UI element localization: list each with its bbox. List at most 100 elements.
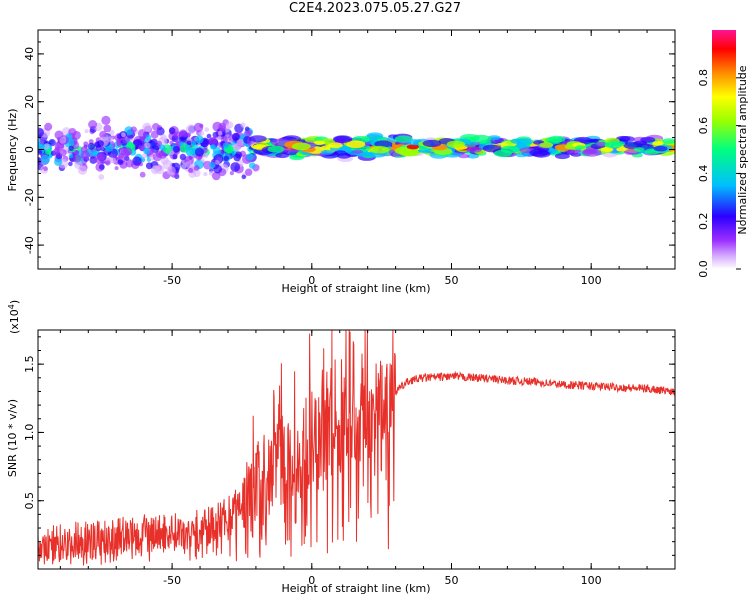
heatmap-cell [45,148,52,155]
heatmap-cell [91,150,98,157]
heatmap-cell [595,141,607,147]
heatmap-cell [130,126,137,133]
heatmap-cell [44,122,53,131]
heatmap-cell [123,147,132,157]
heatmap-cell [210,144,215,149]
heatmap-cell [515,152,529,158]
heatmap-cell [39,139,45,145]
heatmap-cell [200,158,205,163]
heatmap-cell [145,134,152,141]
heatmap-cell [88,120,98,129]
heatmap-cell [539,142,554,148]
y-tick-label: 1.5 [23,355,36,373]
heatmap-cell [43,166,48,171]
heatmap-cell [172,154,178,160]
heatmap-cell [38,150,43,155]
figure-title: C2E4.2023.075.05.27.G27 [288,1,462,16]
heatmap-cell [168,127,176,134]
heatmap-cell [117,159,124,166]
heatmap-cell [59,136,67,144]
heatmap-cell [202,147,208,153]
heatmap-cell [172,145,180,153]
heatmap-cell [185,147,195,157]
heatmap-cell [122,136,130,144]
colorbar-label: Normalized spectral amplitude [736,65,749,234]
heatmap-cell [59,149,67,157]
y-tick-label: 0 [23,146,36,153]
snr-multiplier: (x104) [7,300,21,334]
heatmap-cell [529,148,549,157]
heatmap-cell [223,155,229,162]
heatmap-cell [212,171,221,181]
snr-panel: -50 0 50 100 1.5 1.0 0.5 Height of straight li… [6,300,676,595]
heatmap-cell [74,150,79,155]
x-tick-label: 50 [444,574,458,587]
heatmap-cell [169,140,174,146]
heatmap-cell [105,160,111,166]
spectrogram-heatmap [38,115,675,181]
heatmap-cell [116,133,122,139]
heatmap-cell [139,171,146,178]
heatmap-cell [245,168,253,176]
x-tick-label: -50 [163,274,181,287]
heatmap-cell [633,147,645,152]
heatmap-cell [600,147,614,152]
heatmap-cell [186,132,191,137]
heatmap-cell [662,138,675,144]
y-tick-label: -20 [23,188,36,206]
heatmap-cell [118,152,125,159]
heatmap-cell [184,161,192,168]
heatmap-cell [226,121,234,129]
heatmap-cell [217,130,223,136]
heatmap-cell [139,145,145,151]
heatmap-cell [406,144,419,150]
heatmap-cell [320,149,334,155]
heatmap-cell [582,148,602,157]
heatmap-cell [77,165,88,175]
colorbar-tick-label: 0.4 [697,165,710,183]
heatmap-cell [174,131,182,139]
heatmap-cell [156,140,162,147]
heatmap-cell [275,152,290,159]
heatmap-cell [179,153,187,161]
heatmap-cell [114,166,119,171]
heatmap-cell [191,141,196,147]
heatmap-cell [653,145,668,152]
heatmap-cell [374,140,393,148]
heatmap-cell [195,135,204,144]
heatmap-cell [101,115,111,125]
colorbar-tick-label: 0.2 [697,212,710,230]
heatmap-cell [80,146,88,154]
heatmap-cell [466,146,482,153]
heatmap-cell [633,140,647,146]
heatmap-cell [604,141,623,149]
heatmap-cell [209,137,217,146]
heatmap-cell [125,159,134,168]
heatmap-cell [246,153,254,161]
heatmap-cell [216,156,221,161]
spectrogram-ticks: -50 0 50 100 40 20 0 -20 -40 [23,29,676,287]
x-tick-label: -50 [163,574,181,587]
heatmap-cell [616,147,627,152]
heatmap-cell [54,157,63,166]
heatmap-cell [203,160,213,170]
heatmap-cell [212,131,219,138]
heatmap-cell [332,135,353,144]
snr-ylabel: SNR (10 * v/v) [6,399,19,477]
heatmap-cell [116,141,122,147]
heatmap-cell [493,149,512,157]
heatmap-cell [132,156,142,166]
heatmap-cell [87,142,95,150]
spectrogram-xlabel: Height of straight line (km) [281,282,430,295]
heatmap-cell [83,141,89,147]
y-tick-label: 40 [23,47,36,61]
heatmap-cell [241,174,247,180]
heatmap-cell [68,153,74,159]
heatmap-cell [181,164,187,170]
heatmap-cell [229,171,234,176]
heatmap-cell [145,162,153,170]
heatmap-cell [84,129,89,134]
x-tick-label: 0 [308,274,315,287]
heatmap-cell [249,162,256,169]
